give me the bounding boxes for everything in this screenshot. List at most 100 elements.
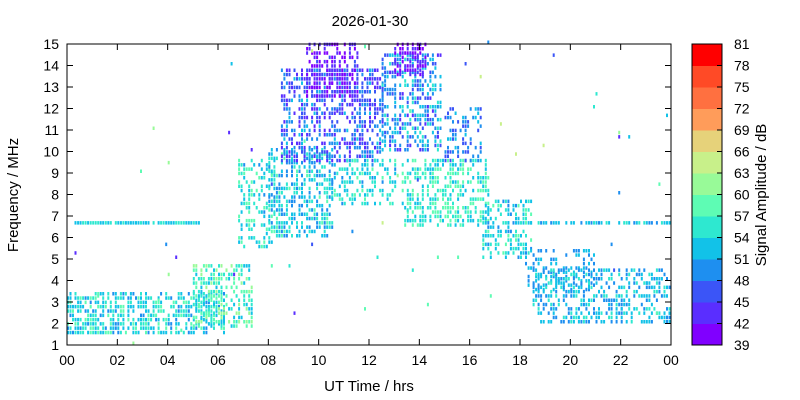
spectrogram-cell	[426, 109, 429, 113]
spectrogram-cell	[245, 223, 248, 227]
spectrogram-cell	[197, 289, 200, 294]
spectrogram-cell	[419, 87, 422, 92]
spectrogram-cell	[522, 246, 525, 251]
spectrogram-cell	[381, 85, 384, 90]
spectrogram-cell	[280, 169, 283, 173]
spectrogram-cell	[293, 191, 296, 195]
spectrogram-cell	[210, 324, 213, 328]
spectrogram-cell	[479, 158, 482, 163]
spectrogram-cell	[419, 167, 422, 171]
spectrogram-cell	[197, 294, 200, 298]
spectrogram-cell	[371, 180, 374, 184]
spectrogram-cell	[540, 294, 543, 298]
spectrogram-cell	[507, 203, 510, 208]
spectrogram-cell	[341, 201, 344, 206]
spectrogram-cell	[379, 98, 382, 103]
spectrogram-cell	[87, 309, 90, 313]
spectrogram-cell	[328, 85, 331, 90]
spectrogram-cell	[492, 203, 495, 208]
y-tick-label: 13	[43, 79, 59, 95]
spectrogram-cell	[346, 171, 349, 176]
spectrogram-cell	[630, 311, 633, 315]
spectrogram-cell	[293, 154, 296, 158]
spectrogram-cell	[605, 268, 608, 272]
spectrogram-cell	[205, 326, 208, 330]
spectrogram-cell	[288, 158, 291, 163]
spectrogram-cell	[582, 261, 585, 266]
spectrogram-cell	[82, 322, 85, 326]
spectrogram-cell	[182, 313, 185, 318]
spectrogram-cell	[250, 236, 253, 240]
spectrogram-cell	[328, 133, 331, 137]
spectrogram-cell	[291, 141, 293, 146]
spectrogram-cell	[328, 169, 331, 173]
y-tick-label: 1	[51, 337, 59, 353]
spectrogram-cell	[270, 199, 273, 204]
colorbar-tick-label: 60	[734, 187, 750, 203]
spectrogram-cell	[245, 324, 248, 328]
spectrogram-cell	[411, 223, 414, 227]
spectrogram-cell	[132, 341, 135, 345]
spectrogram-cell	[537, 307, 540, 311]
spectrogram-cell	[633, 289, 636, 294]
spectrogram-cell	[306, 212, 309, 216]
spectrogram-cell	[555, 285, 558, 290]
spectrogram-cell	[77, 322, 80, 326]
spectrogram-cell	[306, 225, 309, 229]
spectrogram-cell	[530, 238, 533, 242]
spectrogram-cell	[424, 53, 427, 57]
spectrogram-cell	[648, 320, 651, 324]
spectrogram-cell	[582, 302, 585, 307]
spectrogram-cell	[306, 216, 309, 221]
spectrogram-cell	[386, 117, 389, 122]
spectrogram-cell	[386, 105, 389, 109]
spectrogram-cell	[577, 320, 580, 324]
spectrogram-cell	[273, 171, 276, 176]
spectrogram-cell	[406, 51, 409, 55]
spectrogram-cell	[399, 92, 402, 96]
spectrogram-cell	[150, 326, 153, 330]
spectrogram-cell	[492, 221, 495, 225]
spectrogram-cell	[550, 307, 553, 311]
spectrogram-cell	[588, 285, 590, 290]
spectrogram-cell	[348, 163, 351, 167]
spectrogram-cell	[552, 257, 555, 262]
spectrogram-cell	[527, 279, 530, 283]
spectrogram-cell	[426, 96, 429, 100]
spectrogram-cell	[462, 120, 465, 124]
spectrogram-cell	[323, 141, 326, 146]
spectrogram-cell	[600, 272, 603, 277]
spectrogram-cell	[640, 294, 643, 298]
spectrogram-cell	[87, 296, 90, 300]
spectrogram-cell	[127, 317, 130, 322]
spectrogram-cell	[364, 150, 366, 154]
x-tick-label: 08	[261, 352, 277, 368]
spectrogram-cell	[278, 199, 281, 204]
spectrogram-cell	[109, 309, 112, 313]
spectrogram-cell	[540, 272, 543, 277]
spectrogram-cell	[404, 57, 407, 62]
spectrogram-cell	[92, 330, 95, 335]
spectrogram-cell	[449, 223, 452, 227]
spectrogram-cell	[77, 304, 80, 309]
spectrogram-cell	[376, 111, 379, 115]
spectrogram-cell	[404, 68, 407, 72]
spectrogram-cell	[532, 261, 535, 266]
spectrogram-cell	[248, 184, 251, 188]
spectrogram-cell	[421, 188, 424, 193]
spectrogram-cell	[275, 225, 278, 229]
spectrogram-cell	[288, 68, 291, 72]
spectrogram-cell	[298, 98, 301, 103]
spectrogram-cell	[205, 300, 208, 305]
spectrogram-cell	[618, 130, 621, 135]
spectrogram-cell	[411, 109, 414, 113]
spectrogram-cell	[205, 304, 208, 309]
spectrogram-cell	[530, 212, 533, 216]
spectrogram-cell	[431, 70, 434, 75]
spectrogram-cell	[633, 307, 636, 311]
spectrogram-cell	[386, 122, 389, 126]
spectrogram-cell	[462, 218, 465, 223]
spectrogram-cell	[414, 167, 417, 171]
spectrogram-cell	[316, 212, 319, 216]
spectrogram-cell	[582, 270, 585, 274]
